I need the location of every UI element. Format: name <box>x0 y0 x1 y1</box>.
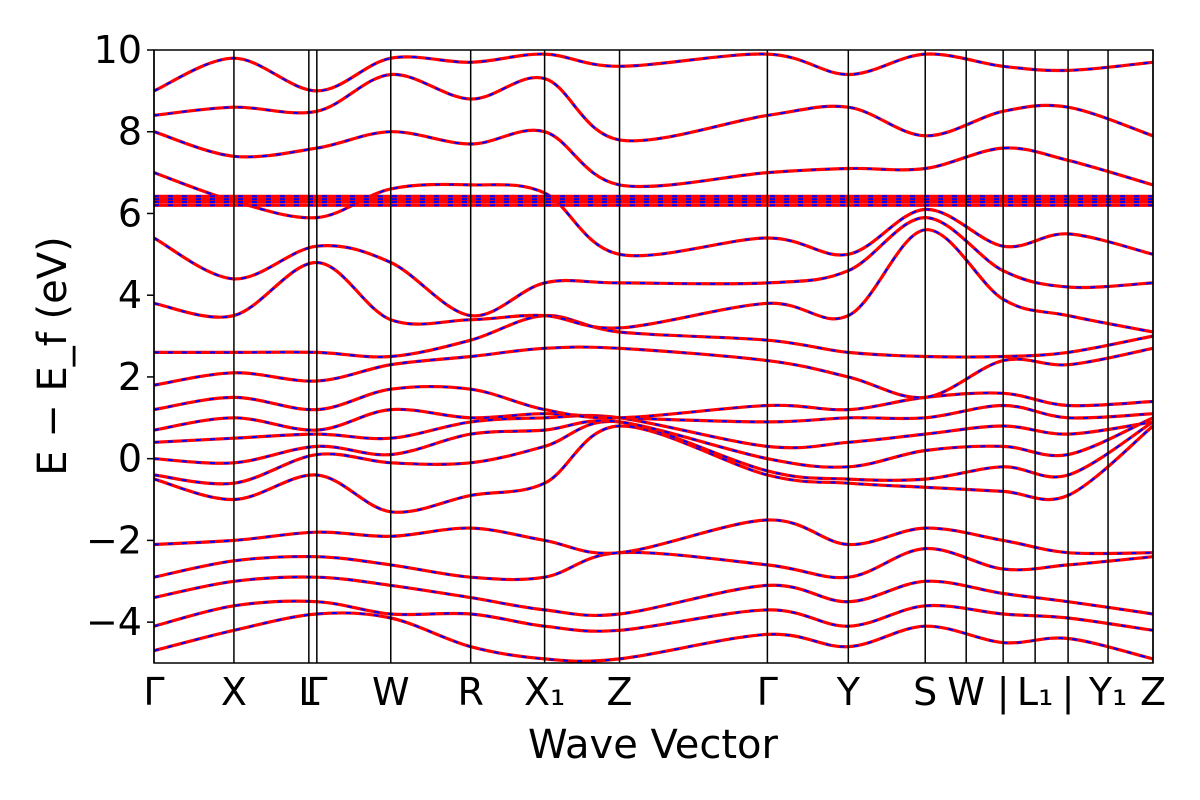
x-tick-label-12: | <box>997 670 1010 715</box>
y-tick-label-2: 0 <box>118 437 142 481</box>
x-tick-label-3: Γ <box>306 670 327 714</box>
x-tick-label-14: | <box>1062 670 1075 715</box>
x-tick-label-4: W <box>372 670 410 714</box>
x-tick-label-1: X <box>221 670 247 714</box>
y-tick-label-4: 4 <box>118 273 142 317</box>
x-tick-label-13: L₁ <box>1017 670 1053 714</box>
band-wannier-18 <box>154 53 1153 92</box>
x-tick-label-15: Y₁ <box>1088 670 1127 714</box>
x-tick-label-6: X₁ <box>524 670 565 714</box>
x-tick-label-0: Γ <box>143 670 164 714</box>
x-tick-label-9: Y <box>836 670 861 714</box>
y-axis-label: E − E_f (eV) <box>30 236 76 475</box>
x-tick-label-2: L <box>298 670 319 714</box>
x-axis-label: Wave Vector <box>528 722 779 768</box>
y-tick-label-7: 10 <box>94 28 142 72</box>
x-tick-label-7: Z <box>607 670 633 714</box>
band-wannier-13 <box>154 228 1153 333</box>
x-tick-label-16: Z <box>1140 670 1166 714</box>
x-tick-label-11: W <box>947 670 985 714</box>
y-tick-label-6: 8 <box>118 110 142 154</box>
x-tick-label-8: Γ <box>757 670 778 714</box>
x-tick-label-5: R <box>457 670 483 714</box>
band-wannier-14 <box>154 216 1153 317</box>
y-tick-label-3: 2 <box>118 355 142 399</box>
plot-frame <box>153 49 1154 664</box>
y-tick-label-1: −2 <box>86 518 142 562</box>
y-tick-label-0: −4 <box>86 600 142 644</box>
y-tick-label-5: 6 <box>118 191 142 235</box>
x-tick-label-10: S <box>913 670 937 714</box>
